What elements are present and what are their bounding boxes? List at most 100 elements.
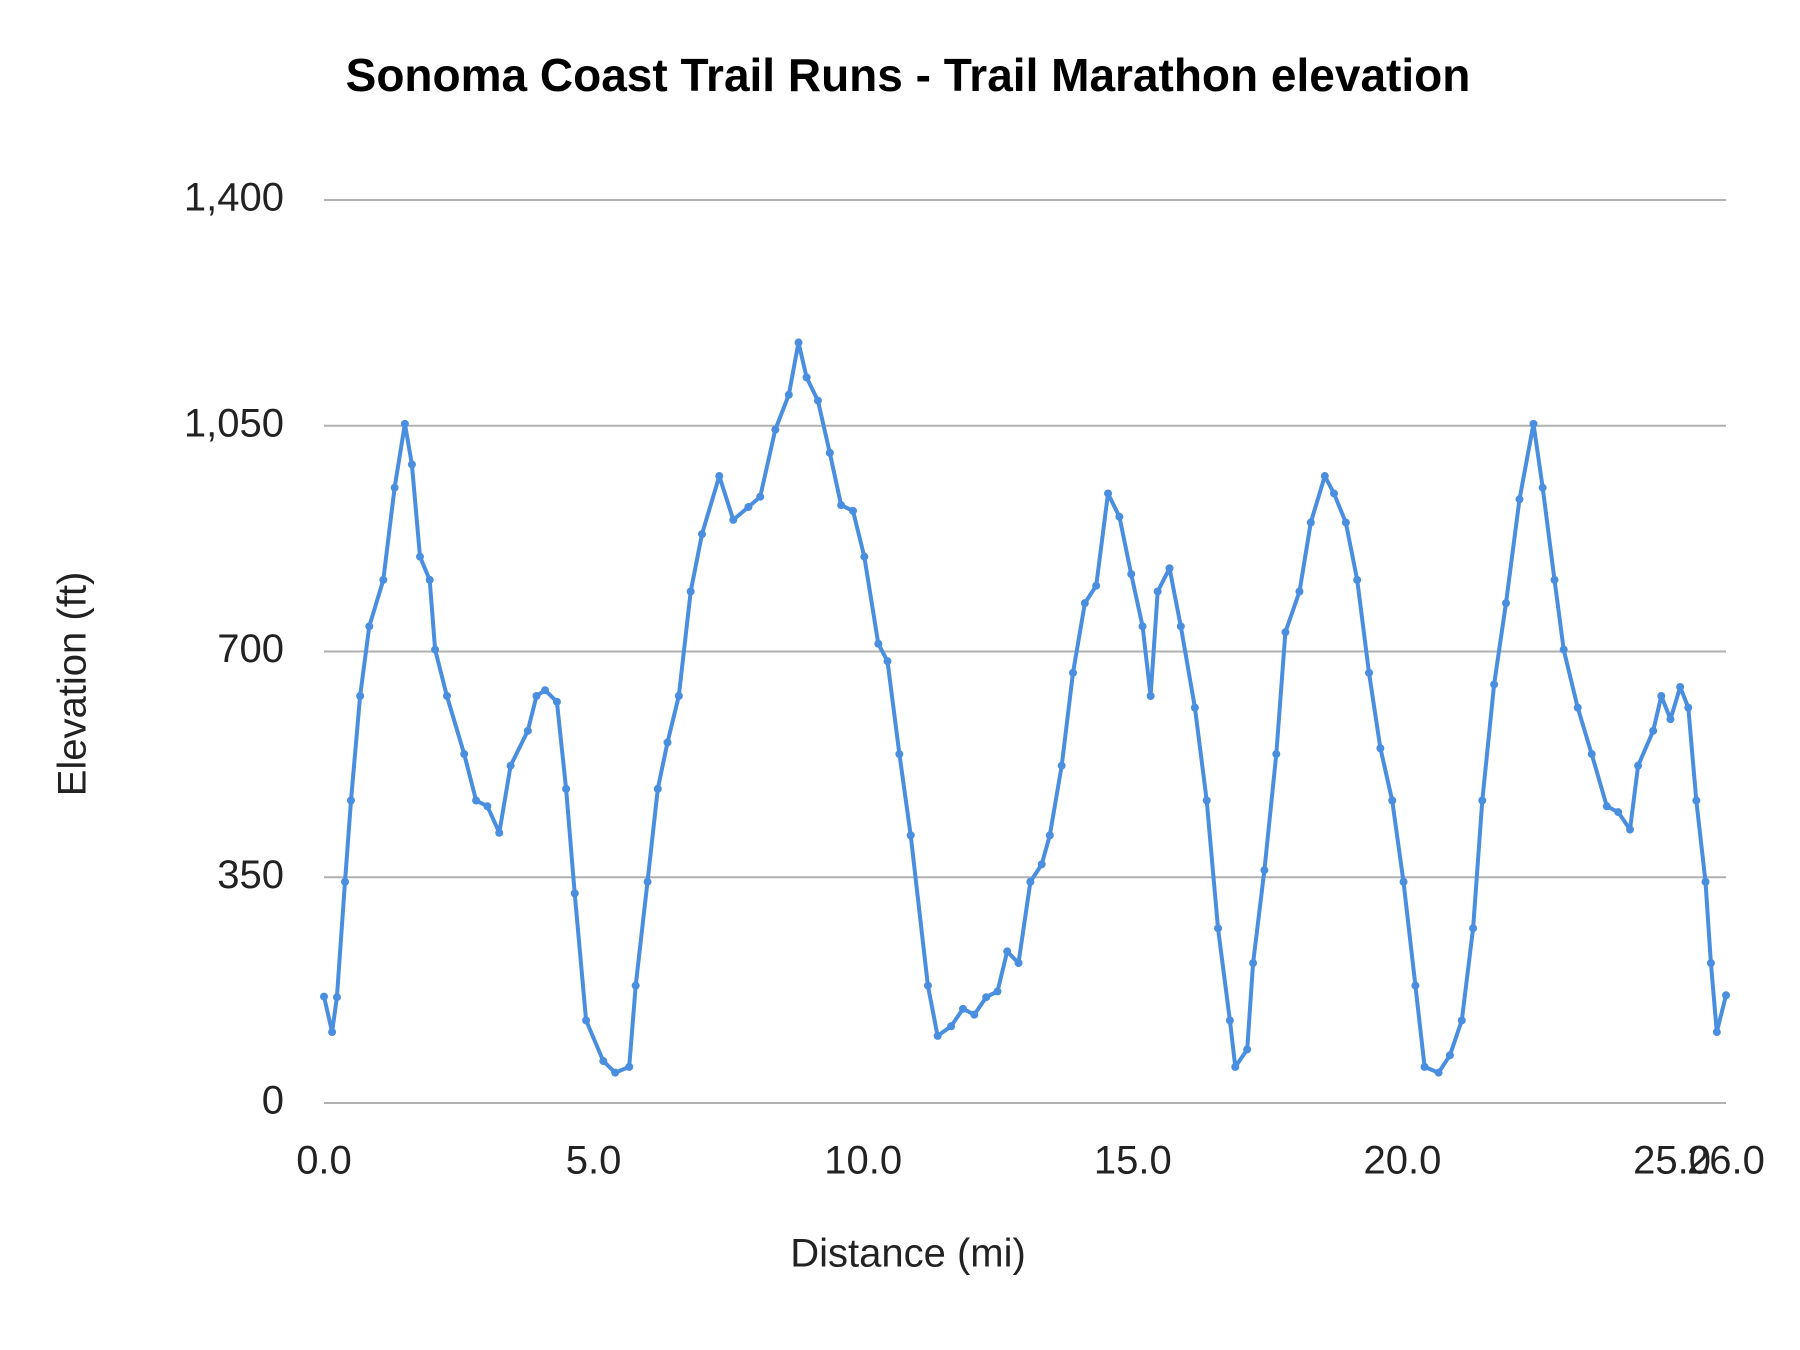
point xyxy=(625,1062,634,1071)
point xyxy=(1411,981,1420,990)
point xyxy=(1701,877,1710,886)
point xyxy=(1014,959,1023,968)
point xyxy=(1469,924,1478,933)
point xyxy=(958,1004,967,1013)
point xyxy=(1376,744,1385,753)
point xyxy=(1231,1062,1240,1071)
point xyxy=(1127,570,1136,579)
point xyxy=(1353,575,1362,584)
point xyxy=(1225,1016,1234,1025)
point xyxy=(860,552,869,561)
point xyxy=(1138,622,1147,631)
point xyxy=(483,802,492,811)
point xyxy=(1457,1016,1466,1025)
point xyxy=(1153,587,1162,596)
point xyxy=(1388,796,1397,805)
point xyxy=(431,645,440,654)
point xyxy=(1045,831,1054,840)
point xyxy=(1092,581,1101,590)
point xyxy=(1626,825,1635,834)
point xyxy=(1602,802,1611,811)
point xyxy=(1146,692,1155,701)
point xyxy=(1214,924,1223,933)
point xyxy=(923,981,932,990)
point xyxy=(552,697,561,706)
point xyxy=(346,796,355,805)
point xyxy=(1420,1062,1429,1071)
point xyxy=(599,1057,608,1066)
point xyxy=(1684,703,1693,712)
point xyxy=(1550,575,1559,584)
point xyxy=(895,750,904,759)
point xyxy=(320,992,328,1001)
point xyxy=(698,530,707,539)
point xyxy=(1272,750,1281,759)
y-tick-label: 0 xyxy=(262,1079,284,1123)
point xyxy=(1573,703,1582,712)
point xyxy=(532,692,541,701)
point xyxy=(1176,622,1185,631)
point xyxy=(686,587,695,596)
point xyxy=(611,1068,620,1077)
point xyxy=(1399,877,1408,886)
point xyxy=(506,761,515,770)
point xyxy=(407,460,416,469)
point xyxy=(970,1010,979,1019)
point xyxy=(1634,761,1643,770)
point xyxy=(379,575,388,584)
point xyxy=(1057,761,1066,770)
point xyxy=(1676,682,1685,691)
y-tick-label: 1,050 xyxy=(184,401,284,445)
point xyxy=(729,515,738,524)
point xyxy=(1068,668,1077,677)
point xyxy=(1501,599,1510,608)
point xyxy=(744,503,753,512)
point xyxy=(328,1028,337,1037)
point xyxy=(332,993,341,1002)
y-tick-label: 350 xyxy=(217,853,284,897)
point xyxy=(1341,518,1350,527)
point xyxy=(356,692,365,701)
x-tick-label: 10.0 xyxy=(824,1139,902,1183)
point xyxy=(825,448,834,457)
point xyxy=(1165,564,1174,573)
point xyxy=(1295,587,1304,596)
point xyxy=(1080,599,1089,608)
point xyxy=(1478,796,1487,805)
point xyxy=(1614,808,1623,817)
point xyxy=(631,981,640,990)
point xyxy=(784,390,793,399)
point xyxy=(643,877,652,886)
point xyxy=(771,425,780,434)
point xyxy=(906,831,915,840)
point xyxy=(663,738,672,747)
point xyxy=(460,750,469,759)
x-tick-label: 20.0 xyxy=(1364,1139,1442,1183)
point xyxy=(1104,489,1113,498)
point xyxy=(982,993,991,1002)
point xyxy=(523,726,532,735)
point xyxy=(1202,796,1211,805)
point xyxy=(715,472,724,481)
point xyxy=(1490,680,1499,689)
point xyxy=(1281,628,1290,637)
point xyxy=(1306,518,1315,527)
point xyxy=(1559,645,1568,654)
point xyxy=(1712,1028,1721,1037)
point xyxy=(1445,1051,1454,1060)
y-tick-label: 1,400 xyxy=(184,176,284,220)
point xyxy=(1320,472,1329,481)
y-tick-label: 700 xyxy=(217,627,284,671)
point xyxy=(415,552,424,561)
chart-title: Sonoma Coast Trail Runs - Trail Marathon… xyxy=(346,49,1471,101)
point xyxy=(1115,512,1124,521)
point xyxy=(495,828,504,837)
point xyxy=(1706,959,1715,968)
point xyxy=(390,483,399,492)
point xyxy=(653,784,662,793)
point xyxy=(1190,703,1199,712)
y-axis-title: Elevation (ft) xyxy=(51,572,95,797)
